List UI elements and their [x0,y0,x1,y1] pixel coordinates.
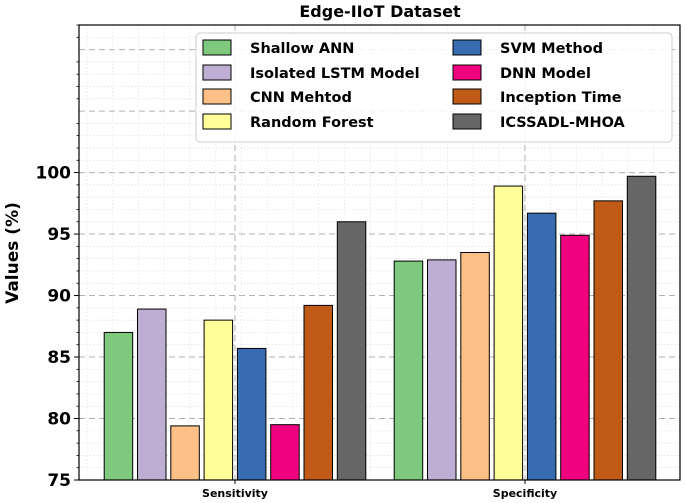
bar-dnn-model-sensitivity [270,424,300,481]
legend-label: ICSSADL-MHOA [500,115,626,131]
x-tick-label-sensitivity: Sensitivity [202,487,268,500]
plot-frame [78,24,681,481]
bar-inception-time-sensitivity [303,304,333,481]
legend-swatch [202,39,232,56]
legend-label: DNN Model [500,66,591,82]
y-tick-label: 80 [47,410,71,430]
y-tick-label: 90 [47,287,71,307]
legend-label: Isolated LSTM Model [250,66,420,82]
legend-swatch [202,113,232,130]
legend-label: SVM Method [500,41,603,57]
legend-label: Shallow ANN [250,41,354,57]
bar-svm-method-specificity [526,212,557,481]
y-tick-label: 95 [47,225,71,245]
bar-layer [103,175,657,481]
chart-title: Edge-IIoT Dataset [299,2,461,21]
x-tick-label-specificity: Specificity [493,487,557,500]
bar-dnn-model-specificity [560,234,590,481]
legend-label: Random Forest [250,115,374,131]
bar-random-forest-sensitivity [203,319,234,481]
y-tick-label: 85 [47,348,71,368]
legend-swatch [452,113,482,130]
bar-svm-method-sensitivity [236,347,267,481]
bar-isolated-lstm-model-specificity [427,259,457,481]
y-tick-label: 100 [36,164,72,184]
legend-swatch [452,64,482,81]
y-axis-label: Values (%) [3,202,23,304]
legend-swatch [452,39,482,56]
bar-cnn-mehtod-sensitivity [170,425,200,481]
legend-label: CNN Mehtod [250,90,352,106]
legend-swatch [202,88,232,105]
legend-label: Inception Time [500,90,622,106]
axis-layer: 75 80 85 90 95 100 Sensitivity Specificity [36,24,557,500]
bar-shallow-ann-specificity [393,260,424,481]
bar-icssadl-mhoa-sensitivity [336,221,367,481]
legend-swatch [202,64,232,81]
y-tick-label: 75 [47,471,71,491]
bar-icssadl-mhoa-specificity [626,175,657,481]
bar-random-forest-specificity [493,185,524,481]
bar-isolated-lstm-model-sensitivity [137,308,167,481]
bar-inception-time-specificity [593,200,623,481]
legend: Shallow ANN Isolated LSTM Model CNN Mehtod… [195,32,673,143]
legend-frame [195,32,673,143]
legend-swatch [452,88,482,105]
bar-shallow-ann-sensitivity [103,331,134,481]
bar-cnn-mehtod-specificity [460,252,490,481]
